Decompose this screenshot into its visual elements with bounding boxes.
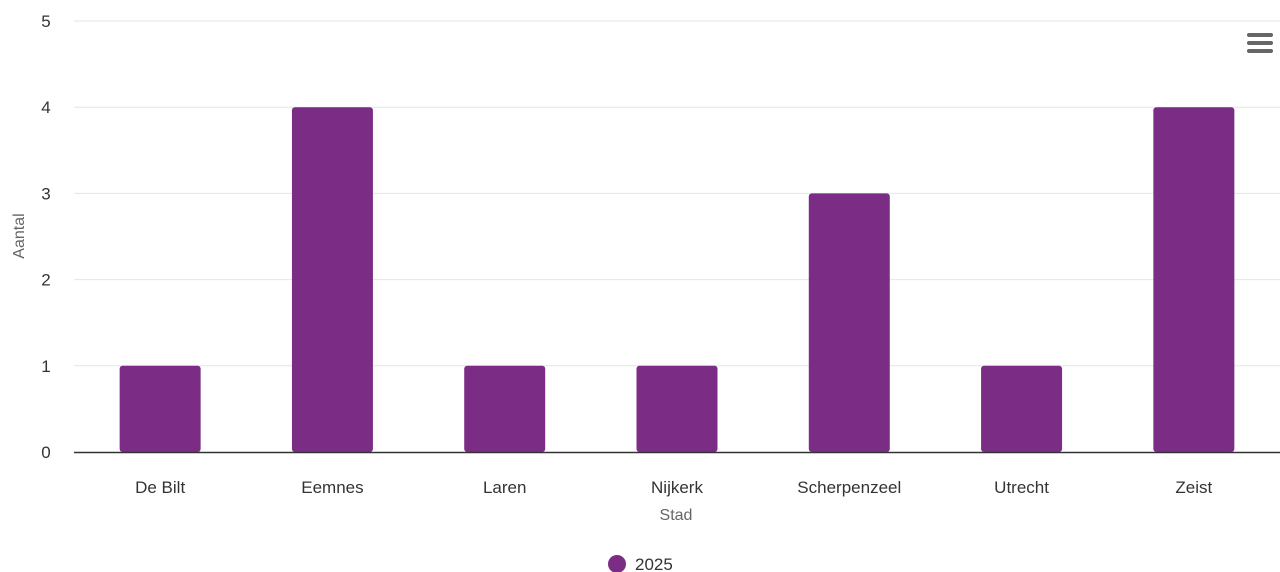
legend-label: 2025 bbox=[635, 555, 673, 572]
bar[interactable] bbox=[1153, 107, 1235, 452]
y-tick-label: 2 bbox=[41, 271, 50, 290]
x-tick-label: Zeist bbox=[1175, 478, 1212, 497]
y-tick-label: 1 bbox=[41, 357, 50, 376]
y-axis-title: Aantal bbox=[11, 213, 28, 258]
x-tick-label: Eemnes bbox=[301, 478, 363, 497]
bar[interactable] bbox=[291, 107, 373, 452]
bar[interactable] bbox=[636, 365, 718, 452]
x-tick-label: De Bilt bbox=[135, 478, 185, 497]
hamburger-menu-icon[interactable] bbox=[1238, 28, 1273, 58]
bar[interactable] bbox=[808, 193, 890, 452]
bar[interactable] bbox=[981, 365, 1063, 452]
y-axis-ticks: 0 1 2 3 4 5 bbox=[41, 12, 50, 462]
bar[interactable] bbox=[464, 365, 546, 452]
x-tick-label: Nijkerk bbox=[651, 478, 703, 497]
gridlines bbox=[74, 20, 1280, 367]
legend-marker bbox=[608, 555, 626, 572]
y-tick-label: 3 bbox=[41, 184, 50, 203]
y-tick-label: 0 bbox=[41, 443, 50, 462]
legend[interactable]: 2025 bbox=[608, 555, 673, 572]
x-axis-title: Stad bbox=[660, 507, 693, 524]
x-tick-label: Utrecht bbox=[994, 478, 1049, 497]
bars bbox=[119, 107, 1235, 452]
x-tick-label: Scherpenzeel bbox=[797, 478, 901, 497]
bar[interactable] bbox=[119, 365, 201, 452]
x-tick-label: Laren bbox=[483, 478, 526, 497]
y-tick-label: 4 bbox=[41, 98, 50, 117]
y-tick-label: 5 bbox=[41, 12, 50, 31]
x-axis-ticks: De Bilt Eemnes Laren Nijkerk Scherpenzeel Utr… bbox=[135, 478, 1212, 497]
